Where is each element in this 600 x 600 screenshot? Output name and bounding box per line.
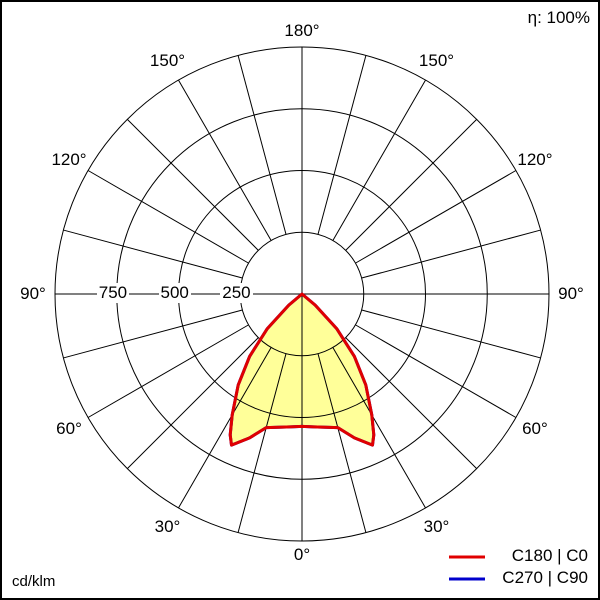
series-curve xyxy=(228,292,376,447)
angle-label: 0° xyxy=(293,545,311,564)
grid-spoke xyxy=(332,79,426,241)
angle-label: 30° xyxy=(423,516,450,536)
radial-tick-label: 750 xyxy=(96,283,130,303)
grid-spoke xyxy=(87,170,249,264)
grid-spoke xyxy=(317,55,367,235)
grid-spoke xyxy=(126,337,259,470)
angle-label: 30° xyxy=(154,516,181,536)
grid-spoke xyxy=(355,170,517,264)
grid-spoke xyxy=(126,118,259,251)
grid-spoke xyxy=(237,353,287,533)
grid-spoke xyxy=(87,324,249,418)
angle-label: 150° xyxy=(149,51,186,71)
grid-spoke xyxy=(237,55,287,235)
grid-spoke xyxy=(178,79,272,241)
angle-label: 90° xyxy=(558,284,584,303)
angle-label: 60° xyxy=(522,418,548,438)
radial-tick-label: 250 xyxy=(220,283,253,303)
legend-entry: C180 | C0 xyxy=(511,546,588,565)
radial-tick-label: 500 xyxy=(158,283,191,303)
grid-spoke xyxy=(345,337,478,470)
grid-spoke xyxy=(63,229,243,279)
angle-label: 120° xyxy=(517,149,553,169)
grid-spoke xyxy=(178,347,272,509)
grid-spoke xyxy=(355,324,517,418)
unit-label: cd/klm xyxy=(12,573,56,590)
angle-label: 60° xyxy=(56,418,82,438)
grid-spoke xyxy=(332,347,426,509)
angle-label: 90° xyxy=(20,284,46,303)
grid-spoke xyxy=(317,353,367,533)
angle-label: 180° xyxy=(284,21,320,40)
grid-spoke xyxy=(345,118,478,251)
grid-spoke xyxy=(361,309,541,359)
angle-label: 120° xyxy=(51,149,87,169)
legend-entry: C270 | C90 xyxy=(502,568,588,587)
grid-spoke xyxy=(361,229,541,279)
efficiency-label: η: 100% xyxy=(527,8,590,27)
grid-spoke xyxy=(63,309,243,359)
angle-label: 150° xyxy=(418,51,455,71)
